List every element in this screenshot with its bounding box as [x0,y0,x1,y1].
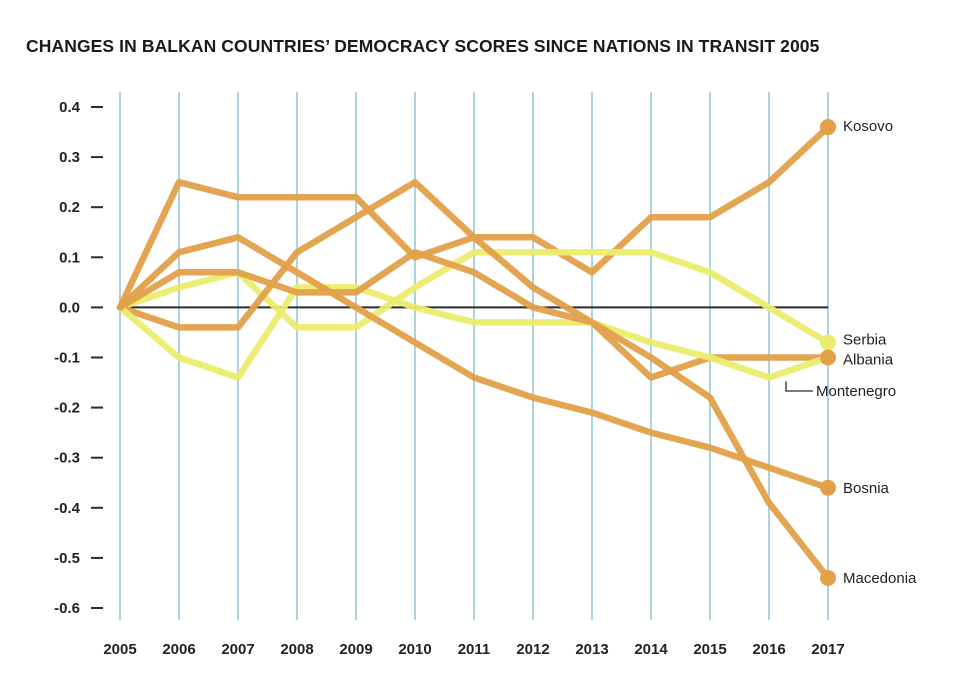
y-tick-label: -0.4 [54,500,81,517]
y-axis: 0.4 0.3 0.2 0.1 0.0 -0.1 -0.2 -0.3 -0.4 -0.5 -0.6 [54,99,103,617]
x-tick-label-2015: 2015 [693,641,726,658]
chart-title: CHANGES IN BALKAN COUNTRIES’ DEMOCRACY S… [26,36,820,56]
y-tick-label: 0.2 [59,199,80,216]
series-label-montenegro: Montenegro [816,383,896,400]
series-markers [820,119,836,586]
x-tick-label-2016: 2016 [752,641,785,658]
series-label-kosovo: Kosovo [843,118,893,135]
y-tick-label: 0.0 [59,299,80,316]
y-tick-label: 0.4 [59,99,81,116]
y-tick-label: -0.6 [54,600,80,617]
series-labels: Kosovo Serbia Albania Montenegro Bosnia Maced… [785,118,917,587]
endpoint-marker-serbia [820,334,836,351]
x-tick-label-2006: 2006 [162,641,195,658]
y-tick-label: -0.3 [54,450,80,467]
x-tick-label-2014: 2014 [634,641,668,658]
y-tick-label: -0.2 [54,400,80,417]
x-tick-label-2008: 2008 [280,641,313,658]
series-label-serbia: Serbia [843,331,887,348]
x-tick-label-2007: 2007 [221,641,254,658]
series-line-montenegro [116,284,832,381]
endpoint-marker-bosnia [820,479,836,496]
y-tick-label: -0.1 [54,350,80,367]
x-tick-label-2013: 2013 [575,641,608,658]
x-tick-label-2010: 2010 [398,641,431,658]
series-label-macedonia: Macedonia [843,570,917,587]
endpoint-marker-kosovo [820,119,836,136]
series-line-macedonia [116,249,832,582]
y-tick-label: -0.5 [54,550,80,567]
x-axis: 2005 2006 2007 2008 2009 2010 2011 2012 2013 2014… [103,641,844,658]
x-tick-label-2017: 2017 [811,641,844,658]
series-lines [116,123,832,582]
endpoint-marker-albania [820,349,836,366]
series-label-bosnia: Bosnia [843,480,890,497]
series-line-bosnia [116,234,832,492]
x-tick-label-2011: 2011 [458,641,491,658]
x-tick-label-2005: 2005 [103,641,136,658]
leader-line-montenegro [785,381,813,392]
y-tick-label: 0.3 [59,149,80,166]
endpoint-marker-macedonia [820,569,836,586]
y-tick-label: 0.1 [59,249,80,266]
x-tick-label-2012: 2012 [516,641,549,658]
x-tick-label-2009: 2009 [339,641,372,658]
series-label-albania: Albania [843,352,894,369]
